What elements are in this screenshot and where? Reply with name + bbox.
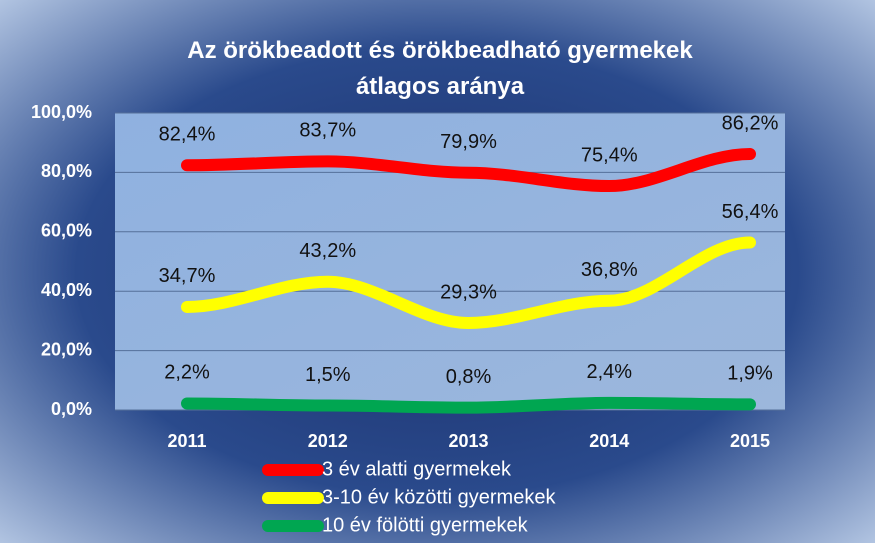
- y-tick-label: 0,0%: [51, 399, 92, 419]
- y-tick-label: 80,0%: [41, 161, 92, 181]
- data-label: 79,9%: [440, 131, 497, 153]
- data-label: 34,7%: [159, 265, 216, 287]
- legend-label: 10 év fölötti gyermekek: [322, 514, 529, 536]
- y-tick-label: 40,0%: [41, 280, 92, 300]
- data-label: 1,9%: [727, 363, 773, 385]
- data-label: 29,3%: [440, 281, 497, 303]
- y-tick-label: 100,0%: [31, 102, 92, 122]
- y-tick-label: 20,0%: [41, 339, 92, 359]
- data-label: 75,4%: [581, 144, 638, 166]
- legend-label: 3-10 év közötti gyermekek: [322, 486, 556, 508]
- data-label: 86,2%: [722, 112, 779, 134]
- data-label: 83,7%: [299, 120, 356, 142]
- data-label: 0,8%: [446, 366, 492, 388]
- x-tick-label: 2011: [167, 431, 206, 451]
- line: [181, 236, 756, 329]
- line: [181, 396, 756, 414]
- data-label: 43,2%: [299, 240, 356, 262]
- data-label: 82,4%: [159, 124, 216, 146]
- data-label: 36,8%: [581, 259, 638, 281]
- line: [181, 147, 756, 193]
- x-tick-label: 2014: [589, 431, 629, 451]
- data-label: 2,2%: [164, 362, 210, 384]
- chart-title: Az örökbeadott és örökbeadható gyermekek…: [187, 37, 693, 100]
- data-label: 1,5%: [305, 364, 351, 386]
- x-tick-label: 2013: [448, 431, 488, 451]
- legend-label: 3 év alatti gyermekek: [322, 458, 512, 480]
- y-tick-label: 60,0%: [41, 221, 92, 241]
- data-label: 2,4%: [586, 361, 632, 383]
- data-label: 56,4%: [722, 201, 779, 223]
- x-tick-label: 2015: [730, 431, 770, 451]
- x-tick-label: 2012: [308, 431, 348, 451]
